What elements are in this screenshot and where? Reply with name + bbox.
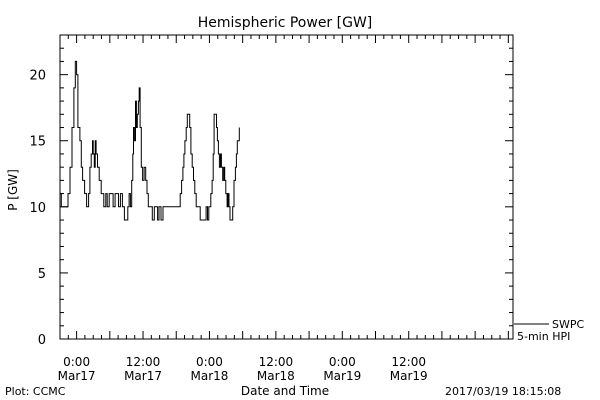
y-tick-label: 10 (29, 201, 46, 216)
y-tick-label: 15 (29, 135, 46, 150)
x-tick-date-label: Mar19 (323, 369, 361, 383)
x-axis-label: Date and Time (241, 384, 329, 398)
hpi-series-line (60, 60, 240, 221)
y-axis: 0 5 10 15 20 (29, 34, 513, 348)
x-tick-time-label: 12:00 (259, 355, 294, 369)
x-tick-time-label: 0:00 (63, 355, 90, 369)
chart-title: Hemispheric Power [GW] (198, 15, 373, 31)
x-axis: 0:00Mar1712:00Mar170:00Mar1812:00Mar180:… (58, 35, 509, 383)
y-tick-label: 5 (38, 267, 46, 282)
y-tick-label: 0 (38, 333, 46, 348)
x-tick-date-label: Mar18 (190, 369, 228, 383)
x-tick-date-label: Mar17 (58, 369, 96, 383)
footer-timestamp: 2017/03/19 18:15:08 (445, 385, 561, 398)
x-tick-date-label: Mar18 (257, 369, 295, 383)
x-tick-time-label: 12:00 (391, 355, 426, 369)
series-layer (60, 60, 240, 221)
plot-frame (59, 34, 514, 340)
legend-label: 5-min HPI (517, 330, 570, 343)
x-tick-date-label: Mar19 (390, 369, 428, 383)
x-tick-date-label: Mar17 (124, 369, 162, 383)
y-axis-label: P [GW] (6, 169, 20, 211)
x-tick-time-label: 12:00 (126, 355, 161, 369)
legend-source: SWPC (552, 318, 584, 331)
x-tick-time-label: 0:00 (329, 355, 356, 369)
y-tick-label: 20 (29, 69, 46, 84)
x-tick-time-label: 0:00 (196, 355, 223, 369)
footer-plot-credit: Plot: CCMC (5, 385, 66, 398)
